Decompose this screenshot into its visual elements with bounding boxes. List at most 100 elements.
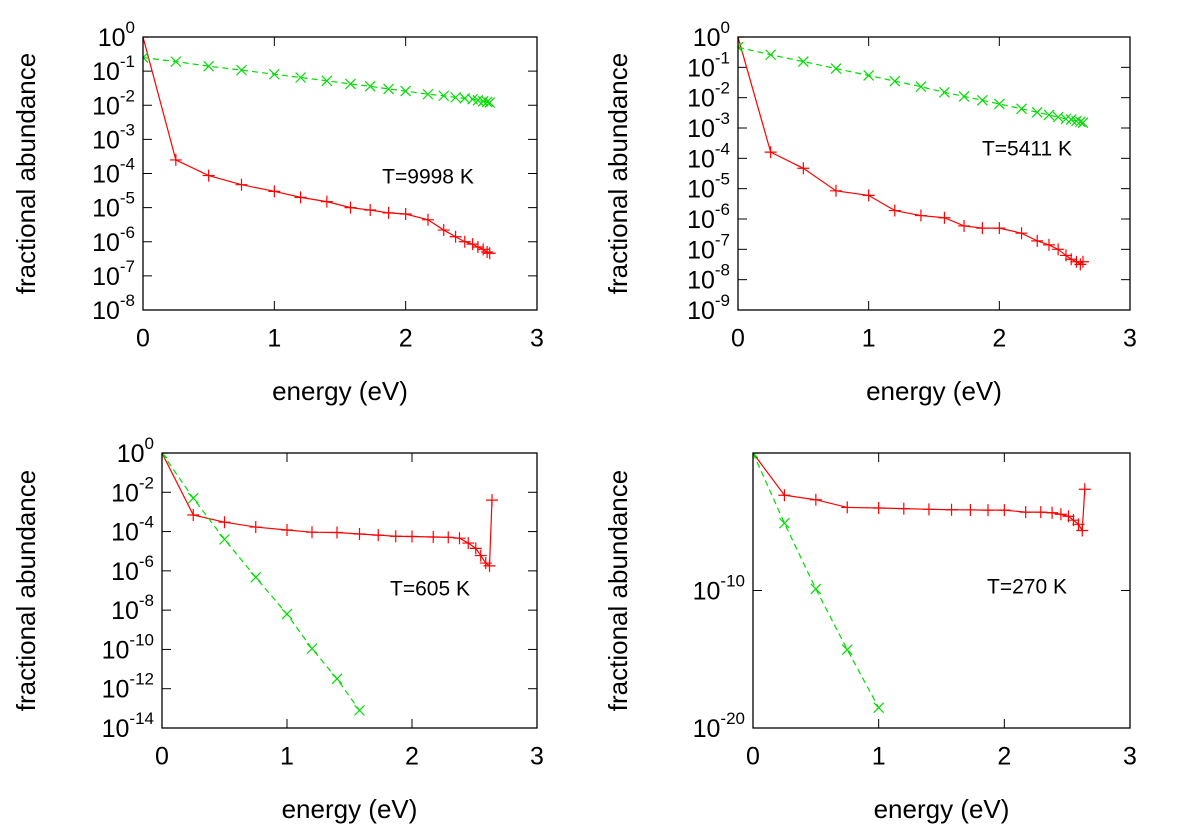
marker bbox=[421, 213, 434, 226]
marker bbox=[202, 169, 215, 182]
marker bbox=[809, 493, 822, 506]
marker bbox=[399, 208, 412, 221]
x-tick-label: 2 bbox=[992, 325, 1006, 353]
y-tick-label: 10-9 bbox=[687, 291, 730, 324]
marker bbox=[1060, 113, 1072, 125]
y-tick-label: 10-12 bbox=[102, 670, 154, 703]
y-tick-label: 10-4 bbox=[111, 513, 154, 546]
y-tick-label: 10-1 bbox=[92, 53, 135, 86]
marker bbox=[841, 501, 854, 514]
marker bbox=[964, 503, 977, 516]
marker bbox=[889, 75, 901, 87]
y-tick-label: 10-10 bbox=[693, 572, 745, 605]
y-axis-label: fractional abundance bbox=[603, 470, 633, 711]
series-line bbox=[162, 453, 493, 568]
axes-frame bbox=[752, 452, 1131, 729]
y-tick-label: 10-5 bbox=[92, 189, 135, 222]
y-tick-label: 10-4 bbox=[92, 155, 135, 188]
marker bbox=[797, 56, 809, 67]
marker bbox=[354, 704, 365, 716]
marker bbox=[462, 537, 475, 550]
marker bbox=[863, 70, 875, 81]
marker bbox=[765, 49, 777, 61]
marker bbox=[449, 230, 462, 243]
marker bbox=[422, 88, 434, 100]
marker bbox=[976, 222, 989, 235]
plot-area bbox=[162, 453, 498, 716]
plot-area bbox=[738, 37, 1089, 271]
series-line bbox=[143, 37, 490, 254]
marker bbox=[841, 644, 853, 656]
marker bbox=[873, 702, 885, 714]
marker bbox=[1071, 115, 1082, 127]
y-tick-label: 10-6 bbox=[111, 552, 154, 585]
marker bbox=[1052, 243, 1065, 256]
marker bbox=[778, 517, 790, 529]
marker bbox=[1076, 524, 1089, 537]
y-tick-label: 10-1 bbox=[687, 49, 730, 82]
x-tick-label: 0 bbox=[731, 325, 745, 353]
marker bbox=[862, 189, 875, 202]
marker bbox=[235, 178, 248, 191]
marker bbox=[249, 521, 262, 534]
marker bbox=[484, 97, 496, 108]
x-tick-label: 1 bbox=[862, 325, 876, 353]
y-tick-label: 10-10 bbox=[102, 631, 154, 664]
marker bbox=[810, 583, 822, 595]
marker bbox=[187, 508, 200, 521]
x-axis-label: energy (eV) bbox=[282, 794, 418, 824]
marker bbox=[1031, 106, 1043, 118]
marker bbox=[481, 96, 493, 108]
marker bbox=[486, 494, 498, 507]
y-tick-label: 10-2 bbox=[92, 87, 135, 120]
marker bbox=[281, 608, 293, 620]
marker bbox=[453, 532, 466, 545]
marker bbox=[187, 492, 199, 504]
marker bbox=[1078, 483, 1091, 496]
marker bbox=[169, 153, 182, 166]
y-tick-label: 10-20 bbox=[693, 709, 745, 742]
series-line bbox=[753, 453, 880, 708]
marker bbox=[993, 222, 1006, 235]
y-tick-label: 10-8 bbox=[687, 261, 730, 294]
marker bbox=[294, 191, 307, 204]
series-line bbox=[162, 453, 360, 711]
marker bbox=[281, 524, 293, 537]
marker bbox=[976, 94, 988, 106]
marker bbox=[998, 504, 1011, 517]
marker bbox=[483, 247, 496, 260]
y-tick-label: 100 bbox=[117, 434, 154, 467]
marker bbox=[450, 91, 461, 103]
marker bbox=[938, 211, 951, 224]
x-tick-label: 3 bbox=[530, 325, 544, 353]
marker bbox=[1046, 506, 1059, 519]
y-tick-label: 10-3 bbox=[92, 121, 135, 154]
x-tick-label: 3 bbox=[1123, 325, 1137, 353]
x-tick-label: 3 bbox=[1123, 743, 1137, 771]
y-tick-label: 10-5 bbox=[687, 170, 730, 203]
annotation: T=605 K bbox=[390, 578, 470, 601]
y-tick-label: 10-7 bbox=[687, 231, 730, 264]
x-tick-label: 1 bbox=[267, 325, 281, 353]
x-axis-label: energy (eV) bbox=[272, 376, 408, 406]
marker bbox=[364, 204, 377, 217]
y-tick-label: 10-8 bbox=[111, 592, 154, 625]
marker bbox=[915, 81, 927, 93]
y-tick-label: 10-7 bbox=[92, 257, 135, 290]
marker bbox=[203, 60, 215, 72]
marker bbox=[1034, 506, 1047, 519]
marker bbox=[474, 549, 487, 562]
plot-area bbox=[753, 453, 1091, 714]
marker bbox=[236, 64, 247, 76]
y-tick-label: 10-2 bbox=[111, 474, 154, 507]
marker bbox=[1074, 258, 1087, 271]
marker bbox=[143, 52, 149, 63]
marker bbox=[477, 95, 489, 107]
marker bbox=[1016, 103, 1027, 115]
x-tick-label: 1 bbox=[280, 743, 294, 771]
y-tick-label: 10-6 bbox=[92, 223, 135, 256]
x-tick-label: 3 bbox=[530, 743, 544, 771]
marker bbox=[1065, 253, 1078, 266]
